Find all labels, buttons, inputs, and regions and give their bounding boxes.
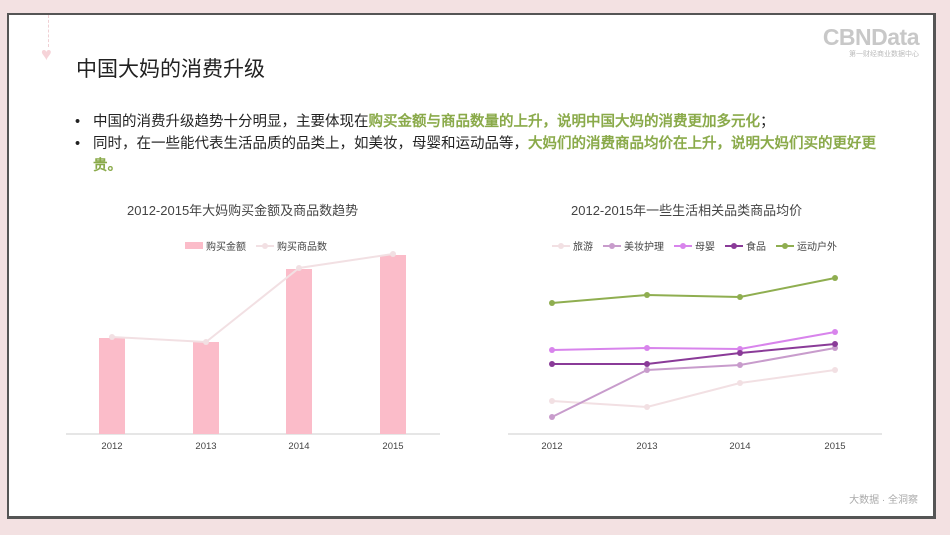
data-point bbox=[737, 294, 743, 300]
legend-item[interactable]: 美妆护理 bbox=[603, 238, 664, 253]
data-point bbox=[644, 367, 650, 373]
data-point bbox=[832, 367, 838, 373]
data-point bbox=[737, 380, 743, 386]
footer-slogan: 大数据 · 全洞察 bbox=[849, 495, 918, 506]
legend-label: 旅游 bbox=[573, 242, 593, 253]
series-line-运动户外 bbox=[551, 277, 836, 304]
legend-line-swatch-icon bbox=[256, 242, 274, 249]
legend-line-swatch-icon bbox=[725, 242, 743, 249]
data-point bbox=[644, 345, 650, 351]
legend-item[interactable]: 旅游 bbox=[552, 238, 593, 253]
data-point bbox=[737, 362, 743, 368]
x-tick-label: 2013 bbox=[195, 441, 216, 452]
x-tick-label: 2014 bbox=[729, 441, 750, 452]
bullet-item: 同时，在一些能代表生活品质的品类上，如美妆，母婴和运动品等，大妈们的消费商品均价… bbox=[73, 133, 893, 177]
legend-item[interactable]: 购买商品数 bbox=[256, 238, 327, 253]
legend-label: 美妆护理 bbox=[624, 242, 664, 253]
data-point bbox=[549, 300, 555, 306]
chart1-title: 2012-2015年大妈购买金额及商品数趋势 bbox=[127, 203, 359, 218]
legend-bar-swatch-icon bbox=[185, 242, 203, 249]
x-tick-label: 2014 bbox=[288, 441, 309, 452]
x-tick-label: 2015 bbox=[382, 441, 403, 452]
data-point bbox=[109, 334, 115, 340]
heart-string bbox=[48, 15, 50, 47]
x-tick-label: 2012 bbox=[541, 441, 562, 452]
series-line-美妆护理 bbox=[551, 347, 836, 418]
slide-title: 中国大妈的消费升级 bbox=[76, 58, 265, 81]
highlight-text: 购买金额与商品数量的上升，说明中国大妈的消费更加多元化 bbox=[368, 114, 761, 130]
chart2-title: 2012-2015年一些生活相关品类商品均价 bbox=[571, 203, 803, 218]
highlight-text: 大妈们的消费商品均价在上升，说明大妈们买的更好更贵。 bbox=[93, 136, 876, 174]
data-point bbox=[549, 361, 555, 367]
bullet-item: 中国的消费升级趋势十分明显，主要体现在购买金额与商品数量的上升，说明中国大妈的消… bbox=[73, 111, 893, 133]
legend-label: 购买金额 bbox=[206, 242, 246, 253]
x-tick-label: 2013 bbox=[636, 441, 657, 452]
legend-label: 运动户外 bbox=[797, 242, 837, 253]
x-tick-label: 2012 bbox=[101, 441, 122, 452]
legend-item[interactable]: 母婴 bbox=[674, 238, 715, 253]
data-point bbox=[549, 398, 555, 404]
series-line-食品 bbox=[552, 343, 836, 365]
data-point bbox=[737, 350, 743, 356]
data-point bbox=[390, 251, 396, 257]
x-tick-label: 2015 bbox=[824, 441, 845, 452]
legend-line-swatch-icon bbox=[776, 242, 794, 249]
series-line-旅游 bbox=[551, 369, 836, 409]
data-point bbox=[644, 404, 650, 410]
data-point bbox=[203, 339, 209, 345]
data-point bbox=[644, 361, 650, 367]
chart1-legend: 购买金额 购买商品数 bbox=[185, 238, 327, 253]
heart-icon: ♥ bbox=[41, 44, 52, 64]
legend-label: 食品 bbox=[746, 242, 766, 253]
legend-line-swatch-icon bbox=[674, 242, 692, 249]
legend-line-swatch-icon bbox=[603, 242, 621, 249]
bar-2014 bbox=[286, 269, 312, 434]
legend-label: 母婴 bbox=[695, 242, 715, 253]
series-line-购买商品数 bbox=[111, 253, 394, 344]
data-point bbox=[644, 292, 650, 298]
bullet-list: 中国的消费升级趋势十分明显，主要体现在购买金额与商品数量的上升，说明中国大妈的消… bbox=[73, 111, 893, 177]
cbndata-logo: CBNData 第一财经商业数据中心 bbox=[822, 24, 920, 58]
bar-2013 bbox=[193, 342, 219, 434]
legend-line-swatch-icon bbox=[552, 242, 570, 249]
legend-item[interactable]: 运动户外 bbox=[776, 238, 837, 253]
legend-item[interactable]: 食品 bbox=[725, 238, 766, 253]
bar-2012 bbox=[99, 338, 125, 434]
bar-2015 bbox=[380, 255, 406, 434]
data-point bbox=[832, 341, 838, 347]
data-point bbox=[832, 329, 838, 335]
legend-label: 购买商品数 bbox=[277, 242, 327, 253]
data-point bbox=[549, 347, 555, 353]
chart2-legend: 旅游 美妆护理 母婴 食品 运动户外 bbox=[552, 238, 837, 253]
data-point bbox=[296, 265, 302, 271]
data-point bbox=[832, 275, 838, 281]
series-line-母婴 bbox=[551, 331, 836, 351]
legend-item[interactable]: 购买金额 bbox=[185, 238, 246, 253]
data-point bbox=[549, 414, 555, 420]
